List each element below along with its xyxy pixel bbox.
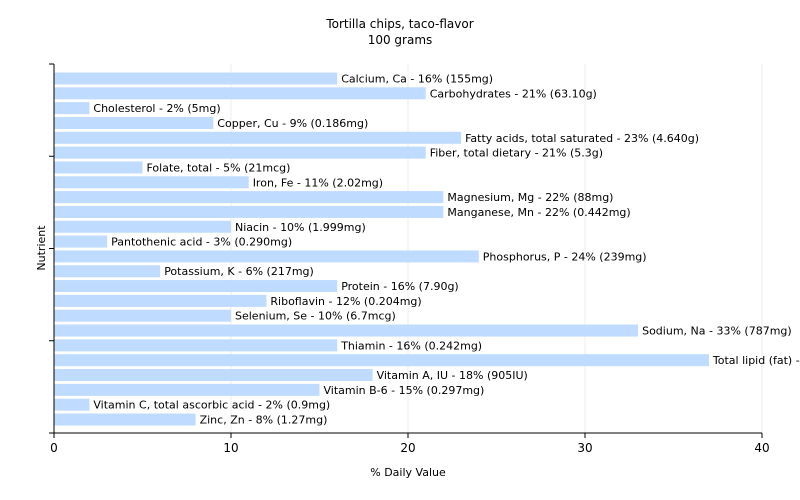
bar-label-21: Vitamin A, IU - 18% (905IU) xyxy=(377,369,528,382)
bar-11 xyxy=(54,220,231,233)
bar-label-23: Vitamin C, total ascorbic acid - 2% (0.9… xyxy=(93,399,330,412)
bar-label-11: Niacin - 10% (1.999mg) xyxy=(235,221,366,234)
bar-6 xyxy=(54,146,426,159)
bar-label-17: Selenium, Se - 10% (6.7mcg) xyxy=(235,310,396,323)
bar-label-24: Zinc, Zn - 8% (1.27mg) xyxy=(200,414,328,427)
bar-label-9: Magnesium, Mg - 22% (88mg) xyxy=(447,191,613,204)
bar-label-4: Copper, Cu - 9% (0.186mg) xyxy=(217,117,368,130)
bar-19 xyxy=(54,339,338,352)
bar-23 xyxy=(54,398,90,411)
x-tick-label-30: 30 xyxy=(577,441,592,455)
bar-17 xyxy=(54,309,231,322)
chart-subtitle: 100 grams xyxy=(368,33,433,47)
x-axis-title: % Daily Value xyxy=(370,466,446,479)
x-tick-label-10: 10 xyxy=(223,441,238,455)
bar-12 xyxy=(54,235,108,248)
bar-label-7: Folate, total - 5% (21mcg) xyxy=(147,161,291,174)
bar-label-18: Sodium, Na - 33% (787mg) xyxy=(642,325,792,338)
x-tick-label-0: 0 xyxy=(50,441,58,455)
bar-label-5: Fatty acids, total saturated - 23% (4.64… xyxy=(465,132,699,145)
bar-15 xyxy=(54,280,338,293)
bar-22 xyxy=(54,383,320,396)
bar-label-10: Manganese, Mn - 22% (0.442mg) xyxy=(447,206,630,219)
bar-24 xyxy=(54,413,196,426)
bar-label-3: Cholesterol - 2% (5mg) xyxy=(93,102,220,115)
bar-1 xyxy=(54,72,338,85)
x-tick-label-20: 20 xyxy=(400,441,415,455)
bar-label-12: Pantothenic acid - 3% (0.290mg) xyxy=(111,236,292,249)
bar-14 xyxy=(54,265,161,278)
chart-title: Tortilla chips, taco-flavor xyxy=(325,17,473,31)
bar-label-1: Calcium, Ca - 16% (155mg) xyxy=(341,73,493,86)
bars: Calcium, Ca - 16% (155mg)Carbohydrates -… xyxy=(54,72,800,427)
bar-4 xyxy=(54,116,214,129)
bar-10 xyxy=(54,205,444,218)
bar-9 xyxy=(54,191,444,204)
bar-label-6: Fiber, total dietary - 21% (5.3g) xyxy=(430,147,603,160)
bar-20 xyxy=(54,354,709,367)
x-tick-label-40: 40 xyxy=(754,441,769,455)
bar-8 xyxy=(54,176,249,189)
bar-5 xyxy=(54,131,462,144)
bar-3 xyxy=(54,102,90,115)
bar-label-2: Carbohydrates - 21% (63.10g) xyxy=(430,87,597,100)
bar-label-13: Phosphorus, P - 24% (239mg) xyxy=(483,250,647,263)
y-axis-title: Nutrient xyxy=(35,225,48,271)
bar-label-15: Protein - 16% (7.90g) xyxy=(341,280,459,293)
bar-label-14: Potassium, K - 6% (217mg) xyxy=(164,265,314,278)
bar-18 xyxy=(54,324,639,337)
bar-label-20: Total lipid (fat) - 37% (24.20g) xyxy=(712,354,800,367)
bar-21 xyxy=(54,369,373,382)
bar-2 xyxy=(54,87,426,100)
bar-label-16: Riboflavin - 12% (0.204mg) xyxy=(270,295,421,308)
axes: 0 10 20 30 40 xyxy=(49,63,770,455)
bar-7 xyxy=(54,161,143,174)
bar-label-8: Iron, Fe - 11% (2.02mg) xyxy=(253,176,383,189)
bar-13 xyxy=(54,250,479,263)
bar-label-19: Thiamin - 16% (0.242mg) xyxy=(340,339,482,352)
bar-16 xyxy=(54,294,267,307)
bar-label-22: Vitamin B-6 - 15% (0.297mg) xyxy=(324,384,485,397)
